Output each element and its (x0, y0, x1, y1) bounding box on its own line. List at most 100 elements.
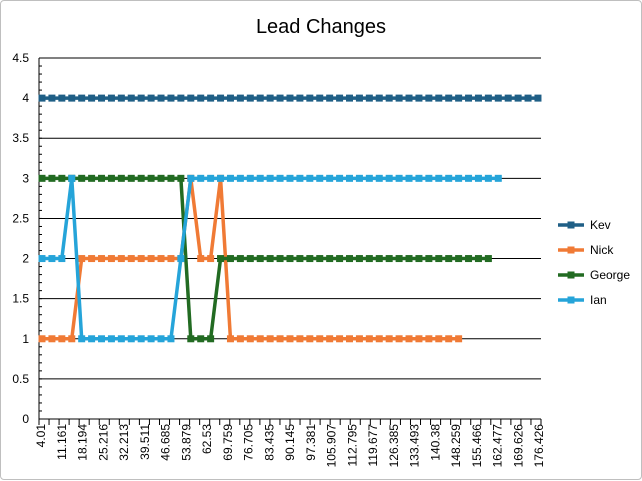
data-point (167, 255, 175, 263)
data-point (524, 94, 532, 102)
data-point (256, 94, 264, 102)
data-point (137, 335, 145, 343)
x-tick-label: 4.01 (34, 424, 48, 448)
data-point (425, 174, 433, 182)
x-tick-label: 105.907 (325, 424, 339, 468)
data-point (98, 335, 106, 343)
data-point (38, 174, 46, 182)
data-point (435, 335, 443, 343)
data-point (365, 335, 373, 343)
data-point (38, 335, 46, 343)
data-point (107, 335, 115, 343)
data-point (316, 255, 324, 263)
x-tick-label: 148.259 (449, 424, 463, 468)
data-point (375, 335, 383, 343)
data-point (58, 174, 66, 182)
data-point (395, 335, 403, 343)
data-point (236, 174, 244, 182)
data-point (465, 255, 473, 263)
data-point (405, 94, 413, 102)
data-point (316, 94, 324, 102)
data-point (326, 174, 334, 182)
data-point (236, 255, 244, 263)
data-point (405, 174, 413, 182)
data-point (266, 174, 274, 182)
data-point (266, 255, 274, 263)
data-point (465, 174, 473, 182)
data-point (365, 174, 373, 182)
data-point (286, 94, 294, 102)
data-point (246, 335, 254, 343)
data-point (217, 94, 225, 102)
data-point (236, 94, 244, 102)
data-point (157, 174, 165, 182)
data-point (187, 94, 195, 102)
data-point (58, 255, 66, 263)
data-point (207, 255, 215, 263)
data-point (316, 335, 324, 343)
data-point (415, 335, 423, 343)
data-point (197, 335, 205, 343)
data-point (48, 335, 56, 343)
data-point (276, 94, 284, 102)
data-point (306, 94, 314, 102)
data-point (78, 94, 86, 102)
data-point (326, 94, 334, 102)
data-point (117, 174, 125, 182)
data-point (127, 335, 135, 343)
y-tick-label: 4.5 (12, 51, 29, 65)
data-point (385, 94, 393, 102)
x-tick-label: 162.477 (491, 424, 505, 468)
data-point (48, 94, 56, 102)
data-point (504, 94, 512, 102)
series-group (38, 94, 542, 343)
data-point (316, 174, 324, 182)
data-point (88, 94, 96, 102)
series-line (42, 176, 489, 341)
x-tick-label: 97.381 (304, 424, 318, 461)
data-point (217, 255, 225, 263)
data-point (375, 255, 383, 263)
legend: Kev Nick George Ian (558, 218, 630, 307)
data-point (197, 94, 205, 102)
data-point (117, 335, 125, 343)
data-point (78, 255, 86, 263)
y-tick-label: 3.5 (12, 131, 29, 145)
data-point (296, 255, 304, 263)
data-point (127, 174, 135, 182)
legend-swatch-marker (567, 221, 575, 229)
data-point (68, 335, 76, 343)
chart-title: Lead Changes (256, 16, 386, 38)
data-point (336, 94, 344, 102)
data-point (246, 255, 254, 263)
data-point (405, 255, 413, 263)
data-point (385, 255, 393, 263)
data-point (385, 335, 393, 343)
data-point (226, 94, 234, 102)
data-point (88, 174, 96, 182)
legend-label: George (590, 268, 630, 282)
data-point (38, 255, 46, 263)
data-point (127, 255, 135, 263)
data-point (147, 335, 155, 343)
data-point (236, 335, 244, 343)
legend-swatch-marker (567, 296, 575, 304)
x-tick-label: 169.626 (511, 424, 525, 468)
data-point (217, 174, 225, 182)
data-point (355, 174, 363, 182)
data-point (435, 255, 443, 263)
x-tick-label: 69.759 (221, 424, 235, 461)
data-point (346, 255, 354, 263)
data-point (455, 94, 463, 102)
data-point (256, 335, 264, 343)
data-point (445, 174, 453, 182)
data-point (474, 255, 482, 263)
data-point (48, 255, 56, 263)
data-point (177, 174, 185, 182)
data-point (445, 94, 453, 102)
x-tick-label: 25.216 (96, 424, 110, 461)
data-point (336, 335, 344, 343)
data-point (494, 94, 502, 102)
data-point (455, 255, 463, 263)
x-tick-label: 32.213 (117, 424, 131, 461)
